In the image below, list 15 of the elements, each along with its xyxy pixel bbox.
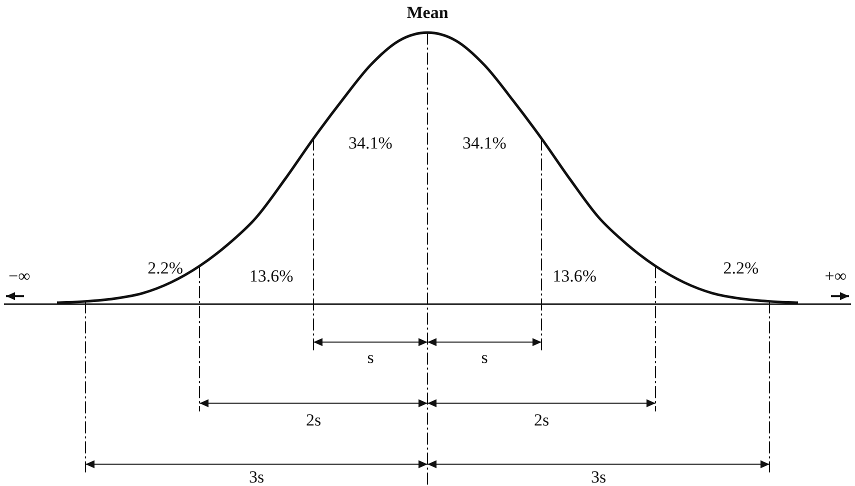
annotation: 2.2% bbox=[148, 258, 184, 278]
text: +∞ bbox=[824, 266, 846, 286]
text: Mean bbox=[406, 2, 449, 22]
annotation: 13.6% bbox=[249, 266, 294, 286]
text: s bbox=[367, 348, 374, 367]
annotation: 34.1% bbox=[462, 133, 506, 152]
text: 3s bbox=[590, 467, 606, 486]
annotation: 13.6% bbox=[552, 266, 597, 286]
annotation: 34.1% bbox=[348, 133, 392, 152]
text: 2s bbox=[534, 410, 550, 430]
text: 3s bbox=[248, 467, 264, 486]
text: s bbox=[481, 348, 488, 367]
text: 2s bbox=[306, 410, 322, 430]
text: −∞ bbox=[8, 266, 30, 286]
annotation: 2.2% bbox=[723, 258, 759, 278]
